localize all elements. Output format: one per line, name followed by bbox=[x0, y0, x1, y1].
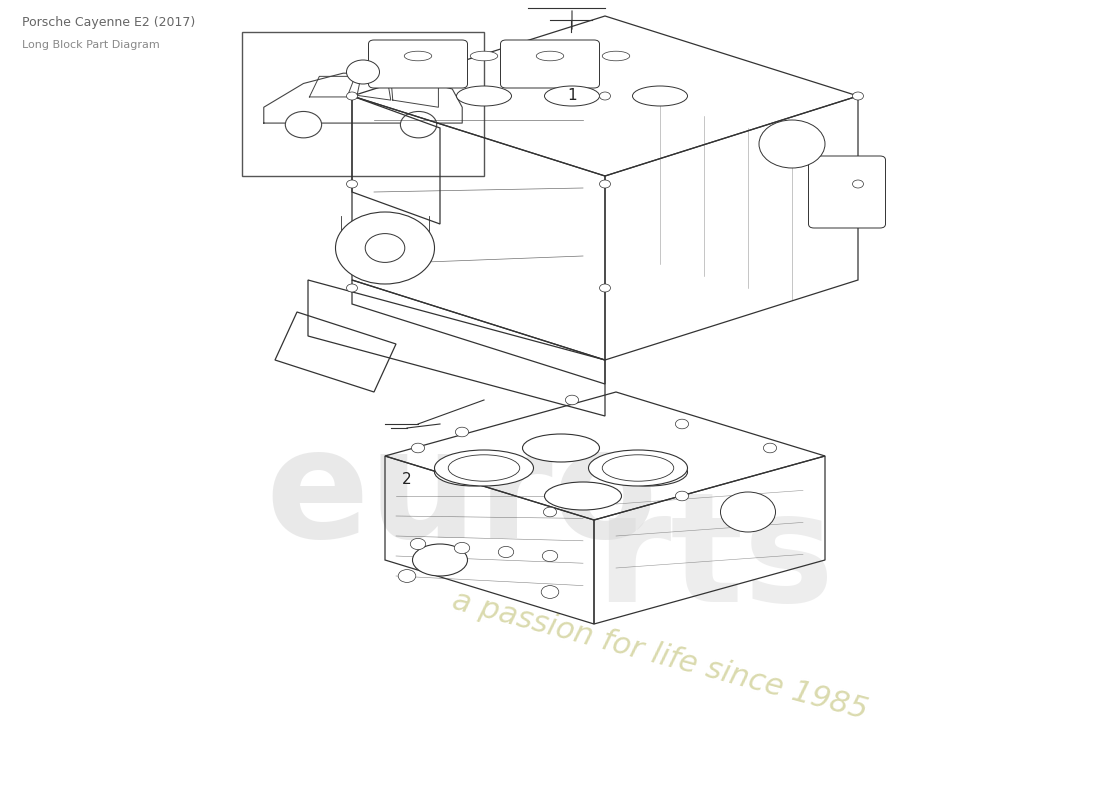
FancyBboxPatch shape bbox=[368, 40, 468, 88]
FancyBboxPatch shape bbox=[808, 156, 886, 228]
Text: 2: 2 bbox=[403, 473, 411, 487]
Ellipse shape bbox=[603, 454, 673, 481]
Circle shape bbox=[600, 92, 610, 100]
Circle shape bbox=[543, 507, 557, 517]
Ellipse shape bbox=[632, 86, 688, 106]
Circle shape bbox=[398, 570, 416, 582]
Circle shape bbox=[675, 491, 689, 501]
Circle shape bbox=[600, 180, 610, 188]
Circle shape bbox=[285, 111, 321, 138]
Ellipse shape bbox=[603, 51, 630, 61]
Circle shape bbox=[675, 419, 689, 429]
Ellipse shape bbox=[434, 450, 534, 486]
Ellipse shape bbox=[522, 434, 600, 462]
Ellipse shape bbox=[537, 51, 563, 61]
Circle shape bbox=[346, 284, 358, 292]
Text: a passion for life since 1985: a passion for life since 1985 bbox=[449, 586, 871, 726]
Circle shape bbox=[720, 492, 775, 532]
Ellipse shape bbox=[449, 454, 519, 481]
Circle shape bbox=[455, 427, 469, 437]
Ellipse shape bbox=[544, 482, 622, 510]
Circle shape bbox=[400, 111, 437, 138]
Text: rts: rts bbox=[595, 486, 835, 634]
Circle shape bbox=[852, 92, 864, 100]
Ellipse shape bbox=[588, 450, 688, 486]
Circle shape bbox=[759, 120, 825, 168]
Text: 1: 1 bbox=[568, 89, 576, 103]
Ellipse shape bbox=[405, 51, 431, 61]
Ellipse shape bbox=[471, 51, 497, 61]
Circle shape bbox=[600, 284, 610, 292]
Circle shape bbox=[346, 60, 380, 84]
Circle shape bbox=[410, 538, 426, 550]
Ellipse shape bbox=[434, 458, 512, 486]
Text: Porsche Cayenne E2 (2017): Porsche Cayenne E2 (2017) bbox=[22, 16, 196, 29]
Circle shape bbox=[346, 180, 358, 188]
Circle shape bbox=[541, 586, 559, 598]
FancyBboxPatch shape bbox=[242, 32, 484, 176]
FancyBboxPatch shape bbox=[500, 40, 600, 88]
Ellipse shape bbox=[456, 86, 512, 106]
Circle shape bbox=[763, 443, 777, 453]
Ellipse shape bbox=[544, 86, 600, 106]
Text: euro: euro bbox=[265, 422, 659, 570]
Ellipse shape bbox=[412, 544, 468, 576]
Circle shape bbox=[336, 212, 434, 284]
Circle shape bbox=[454, 542, 470, 554]
Circle shape bbox=[565, 395, 579, 405]
Circle shape bbox=[411, 443, 425, 453]
Circle shape bbox=[852, 180, 864, 188]
Text: Long Block Part Diagram: Long Block Part Diagram bbox=[22, 40, 159, 50]
Circle shape bbox=[346, 92, 358, 100]
Circle shape bbox=[542, 550, 558, 562]
Circle shape bbox=[498, 546, 514, 558]
Circle shape bbox=[365, 234, 405, 262]
Ellipse shape bbox=[610, 458, 688, 486]
